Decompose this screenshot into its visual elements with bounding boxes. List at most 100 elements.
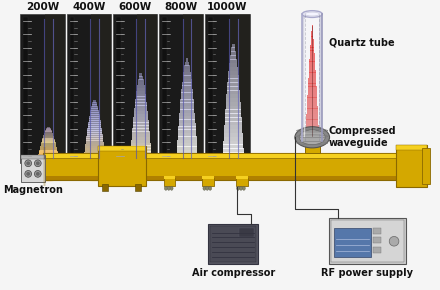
Bar — [180, 113, 195, 116]
Ellipse shape — [128, 155, 154, 179]
Bar — [86, 140, 103, 142]
Bar — [138, 79, 143, 82]
Ellipse shape — [125, 155, 156, 182]
Bar — [88, 126, 102, 128]
Bar — [227, 82, 239, 87]
Bar — [130, 154, 151, 157]
Bar — [179, 119, 195, 123]
Bar — [88, 128, 102, 130]
Ellipse shape — [86, 153, 103, 171]
Bar — [84, 152, 105, 155]
Bar — [311, 34, 313, 37]
Ellipse shape — [218, 155, 249, 182]
Ellipse shape — [129, 154, 153, 177]
Ellipse shape — [222, 154, 244, 175]
Bar — [183, 14, 203, 163]
Bar — [182, 86, 192, 89]
Ellipse shape — [179, 153, 195, 171]
Bar — [202, 178, 214, 186]
Bar — [103, 184, 108, 191]
Bar — [43, 153, 415, 158]
Ellipse shape — [80, 155, 110, 181]
Ellipse shape — [224, 153, 242, 172]
Bar — [180, 109, 194, 113]
Bar — [91, 14, 111, 163]
Bar — [91, 108, 98, 111]
Bar — [113, 14, 157, 163]
Bar — [306, 128, 319, 131]
Ellipse shape — [178, 153, 196, 172]
Bar — [310, 53, 315, 56]
Bar — [134, 108, 147, 111]
Bar — [87, 132, 103, 135]
Bar — [309, 59, 315, 61]
Bar — [304, 143, 320, 153]
Bar — [137, 85, 144, 88]
Bar — [306, 117, 318, 120]
Bar — [132, 137, 150, 140]
Bar — [306, 130, 319, 134]
Bar — [46, 129, 51, 131]
Bar — [132, 128, 149, 132]
Ellipse shape — [226, 153, 241, 170]
Bar — [40, 145, 56, 146]
Bar — [133, 117, 148, 120]
Bar — [311, 39, 314, 42]
Bar — [38, 155, 59, 157]
Bar — [312, 28, 313, 31]
Bar — [183, 79, 191, 83]
Ellipse shape — [219, 155, 247, 180]
Ellipse shape — [224, 154, 243, 173]
Bar — [44, 135, 53, 136]
Bar — [224, 121, 242, 126]
Bar — [85, 148, 104, 151]
Bar — [305, 133, 319, 136]
Bar — [116, 17, 121, 160]
Text: Air compressor: Air compressor — [192, 268, 275, 278]
Bar — [232, 44, 235, 48]
Text: Magnetron: Magnetron — [3, 185, 63, 195]
Bar — [22, 155, 44, 182]
Bar — [90, 114, 99, 117]
Bar — [47, 127, 50, 129]
Bar — [308, 92, 317, 95]
Bar — [133, 122, 149, 126]
Ellipse shape — [36, 172, 40, 176]
Ellipse shape — [305, 12, 319, 16]
Bar — [308, 81, 316, 84]
Bar — [23, 17, 28, 160]
Bar — [92, 104, 97, 107]
Bar — [307, 108, 318, 111]
Bar — [236, 176, 248, 179]
Bar — [306, 122, 319, 125]
Bar — [373, 247, 381, 253]
Bar — [137, 14, 157, 163]
Ellipse shape — [177, 154, 197, 173]
Ellipse shape — [132, 153, 149, 171]
Bar — [164, 176, 176, 179]
Ellipse shape — [35, 155, 62, 179]
Bar — [40, 148, 57, 149]
Bar — [38, 155, 59, 156]
Bar — [183, 72, 191, 76]
Bar — [91, 110, 99, 113]
Bar — [86, 142, 103, 144]
Bar — [334, 228, 371, 257]
Ellipse shape — [25, 171, 32, 177]
Bar — [180, 102, 194, 106]
Bar — [180, 99, 194, 103]
Bar — [179, 116, 195, 120]
Bar — [135, 105, 147, 108]
Ellipse shape — [91, 155, 98, 160]
Bar — [185, 62, 189, 66]
Ellipse shape — [242, 186, 246, 190]
Bar — [44, 134, 53, 135]
Bar — [208, 17, 213, 160]
Bar — [177, 139, 197, 144]
Bar — [84, 150, 105, 153]
Ellipse shape — [137, 155, 144, 160]
Bar — [181, 89, 193, 93]
Bar — [84, 156, 105, 158]
Bar — [236, 178, 248, 186]
Ellipse shape — [209, 186, 212, 190]
